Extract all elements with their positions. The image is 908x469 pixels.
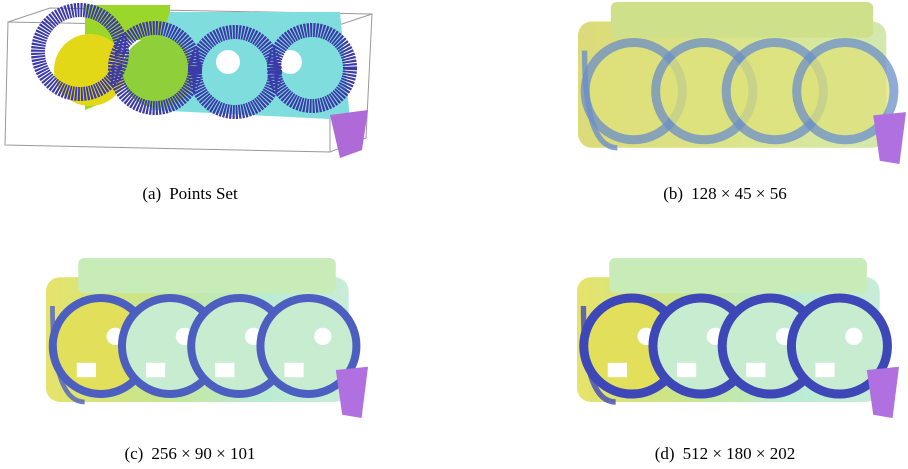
- caption-text: 512 × 180 × 202: [683, 444, 796, 463]
- hole: [677, 363, 696, 377]
- purple-region: [867, 367, 899, 418]
- caption: (d) 512 × 180 × 202: [655, 444, 796, 463]
- caption-text: Points Set: [169, 184, 238, 203]
- volume-render: [578, 2, 906, 164]
- hole: [608, 363, 627, 377]
- hole: [215, 363, 234, 377]
- hole: [314, 328, 331, 345]
- caption: (c) 256 × 90 × 101: [124, 444, 255, 463]
- caption-text: 128 × 45 × 56: [691, 184, 787, 203]
- volume-render: [577, 258, 899, 418]
- hole: [845, 328, 862, 345]
- purple-region: [336, 367, 368, 418]
- points-render: [5, 5, 372, 158]
- caption-label: (b): [663, 184, 683, 203]
- figure: (a) Points Set (b) 128 × 45 × 56 (c) 256 × …: [0, 0, 908, 469]
- caption-label: (a): [142, 184, 161, 203]
- hole: [216, 50, 240, 74]
- caption-label: (c): [124, 444, 143, 463]
- caption-text: 256 × 90 × 101: [151, 444, 255, 463]
- purple-region: [330, 110, 368, 158]
- hole: [284, 363, 303, 377]
- engine-top: [78, 258, 336, 293]
- caption: (b) 128 × 45 × 56: [663, 184, 787, 203]
- engine-top: [611, 2, 873, 38]
- volume-render: [46, 258, 368, 418]
- hole: [77, 363, 96, 377]
- hole: [746, 363, 765, 377]
- hole: [815, 363, 834, 377]
- caption-label: (d): [655, 444, 675, 463]
- purple-region: [873, 112, 906, 164]
- caption: (a) Points Set: [142, 184, 238, 203]
- engine-top: [609, 258, 867, 293]
- hole: [146, 363, 165, 377]
